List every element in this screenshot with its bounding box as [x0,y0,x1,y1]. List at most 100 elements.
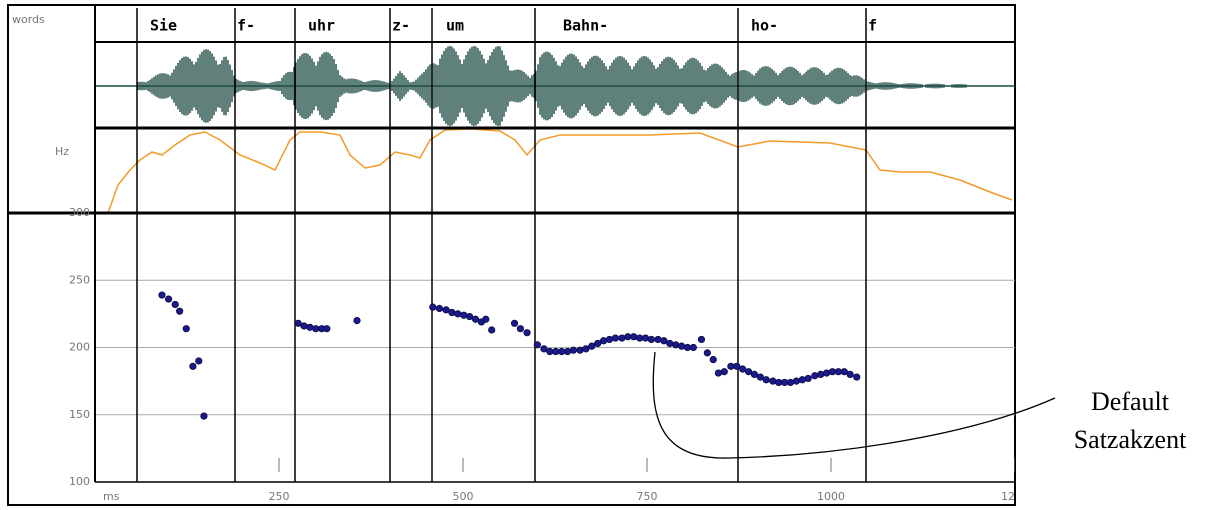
pitch-point [460,311,468,319]
pitch-point [171,300,179,309]
word-label: ho- [751,17,778,35]
pitch-point [533,341,541,349]
word-label: uhr [308,17,335,35]
pitch-point [429,303,437,311]
pitch-point [775,378,783,387]
pitch-point [689,343,697,352]
pitch-point [482,315,490,323]
x-tick-label: 500 [453,490,474,503]
word-label: z- [392,17,410,35]
pitch-point [558,347,566,356]
pitch-point [630,333,638,341]
pitch-point [611,334,619,342]
pitch-point [599,337,608,345]
pitch-point [683,343,692,352]
pitch-point [709,356,717,364]
pitch-point [158,291,166,299]
pitch-point [703,349,711,357]
y-tick-label: 250 [69,273,90,286]
pitch-point [840,368,848,376]
pitch-point [720,368,728,376]
pitch-point [594,339,602,348]
x-tick-label: 750 [637,490,658,503]
pitch-point [300,322,308,330]
pitch-point [312,325,320,333]
pitch-point [834,368,842,376]
y-tick-label: 150 [69,408,90,421]
annotation: Default [1091,387,1170,416]
pitch-point [828,368,837,376]
pitch-point [714,369,722,377]
pitch-point [189,362,197,370]
pitch-point [323,325,331,333]
pitch-point [647,335,656,344]
pitch-point [176,307,184,315]
pitch-point [853,373,861,381]
pitch-point [672,341,680,349]
pitch-point [552,347,560,356]
pitch-point [822,369,831,377]
pitch-point [182,325,190,333]
pitch-point [195,357,203,365]
word-label: Sie [150,17,177,35]
pitch-point [666,339,674,348]
pitch-point [353,316,361,325]
intensity-curve [107,128,1013,214]
pitch-point [654,335,662,344]
annotation: Satzakzent [1074,425,1187,454]
pitch-point [733,362,741,370]
pitch-point [294,319,302,327]
pitch-point [756,373,764,381]
pitch-point [677,342,686,350]
pitch-point [510,319,519,327]
pitch-point [817,370,825,378]
pitch-point [804,374,812,383]
pitch-point [744,368,753,376]
panel-label: Hz [55,145,69,158]
pitch-point [811,372,819,380]
panel-label: words [12,13,45,26]
x-tick-label: 250 [269,490,290,503]
pitch-point [605,335,614,344]
pitch-point [516,325,525,333]
pitch-point [781,378,789,387]
pitch-point [569,346,578,354]
pitch-point [306,323,314,331]
pitch-point [488,326,496,334]
word-label: f- [237,17,255,35]
pitch-point [540,345,548,353]
pitch-point [454,310,462,318]
x-axis: 250 500 750 1000 1250 [269,458,1029,503]
pitch-point [448,308,456,317]
pitch-point [762,376,770,384]
pitch-point [442,306,450,314]
pitch-point [798,376,806,384]
pitch-point [846,370,854,378]
x-axis-label: ms [103,490,120,503]
word-label: um [446,17,464,35]
y-tick-label: 100 [69,475,90,488]
pitch-point [786,378,795,387]
pitch-point [660,337,668,345]
pitch-point [588,342,596,350]
pitch-point [727,362,735,370]
pitch-point [200,412,208,420]
pitch-point [563,347,572,356]
pitch-point [582,345,590,353]
pitch-point [792,377,801,385]
pitch-point [165,295,173,303]
pitch-point [697,335,706,344]
word-boundaries [136,8,867,482]
pitch-point [546,347,554,356]
pitch-point [641,334,650,342]
word-label: Bahn- [563,17,608,35]
pitch-point [471,315,480,323]
pitch-point [739,365,747,373]
y-tick-label: 300 [69,206,90,219]
pitch-point [624,333,632,341]
x-tick-label: 1250 [1001,490,1029,503]
pitch-point [576,346,584,354]
pitch-point [769,377,777,385]
word-label: f [868,17,877,35]
